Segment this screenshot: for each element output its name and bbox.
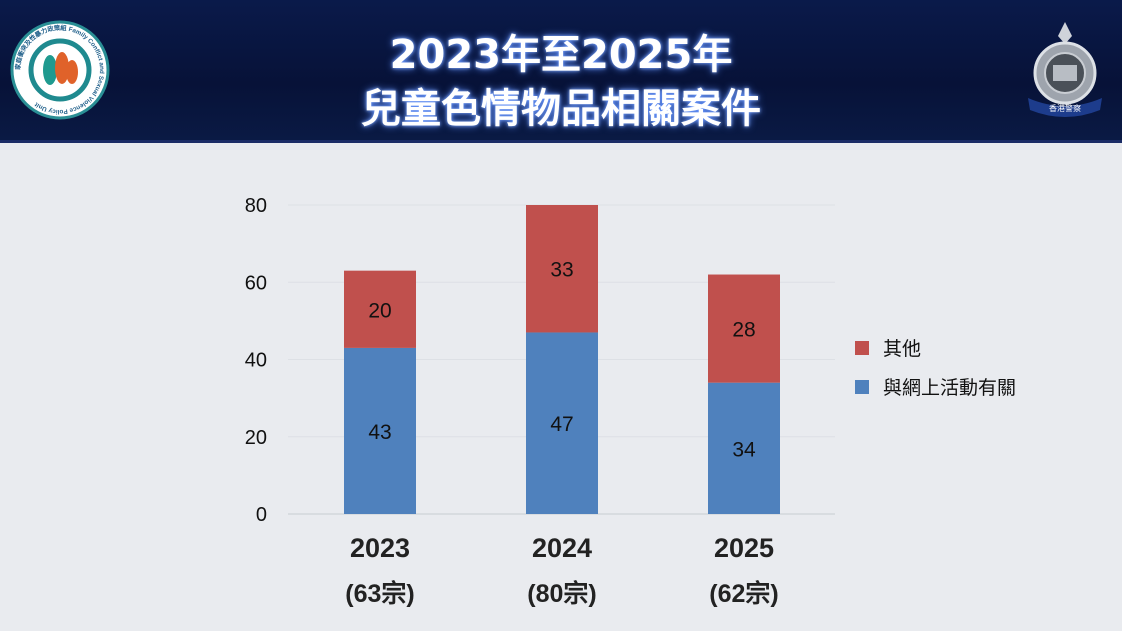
- bar-segment: [526, 205, 598, 333]
- x-tick-label: 2024: [531, 533, 593, 563]
- legend-item-online: 與網上活動有關: [855, 367, 1016, 406]
- category-total-label: (80宗): [527, 580, 597, 608]
- data-label: 33: [550, 259, 573, 282]
- legend-item-other: 其他: [855, 328, 1016, 367]
- y-tick-label: 0: [256, 504, 267, 526]
- legend-label-online: 與網上活動有關: [883, 377, 1017, 399]
- y-tick-label: 60: [245, 272, 267, 294]
- category-total-label: (63宗): [345, 580, 415, 608]
- y-tick-label: 20: [245, 427, 267, 449]
- category-total-label: (62宗): [709, 580, 779, 608]
- header-banner: 家庭衝突及性暴力政策組 Family Conflict and Sexual V…: [0, 0, 1122, 143]
- legend-swatch-online: [855, 379, 869, 394]
- bar-segment: [344, 270, 416, 348]
- data-label: 20: [368, 299, 391, 322]
- right-logo-text: 香港警察: [1049, 103, 1081, 113]
- legend-label-other: 其他: [883, 338, 922, 360]
- y-tick-label: 80: [245, 195, 267, 217]
- title-line-1: 2023年至2025年: [389, 32, 733, 78]
- bar-segment: [708, 382, 780, 514]
- title-line-2: 兒童色情物品相關案件: [361, 86, 761, 132]
- x-tick-label: 2023: [349, 533, 411, 563]
- data-label: 34: [732, 438, 756, 461]
- y-tick-label: 40: [245, 350, 267, 372]
- x-tick-label: 2025: [713, 533, 775, 563]
- data-label: 47: [550, 413, 573, 436]
- bar-segment: [708, 274, 780, 383]
- legend: 其他 與網上活動有關: [855, 328, 1016, 406]
- data-label: 28: [732, 319, 755, 342]
- bar-segment: [344, 347, 416, 514]
- legend-swatch-other: [855, 340, 869, 355]
- police-emblem: 香港警察: [1028, 22, 1102, 117]
- bar-segment: [526, 332, 598, 514]
- data-label: 43: [368, 421, 391, 444]
- fcsvpu-logo: 家庭衝突及性暴力政策組 Family Conflict and Sexual V…: [10, 20, 110, 120]
